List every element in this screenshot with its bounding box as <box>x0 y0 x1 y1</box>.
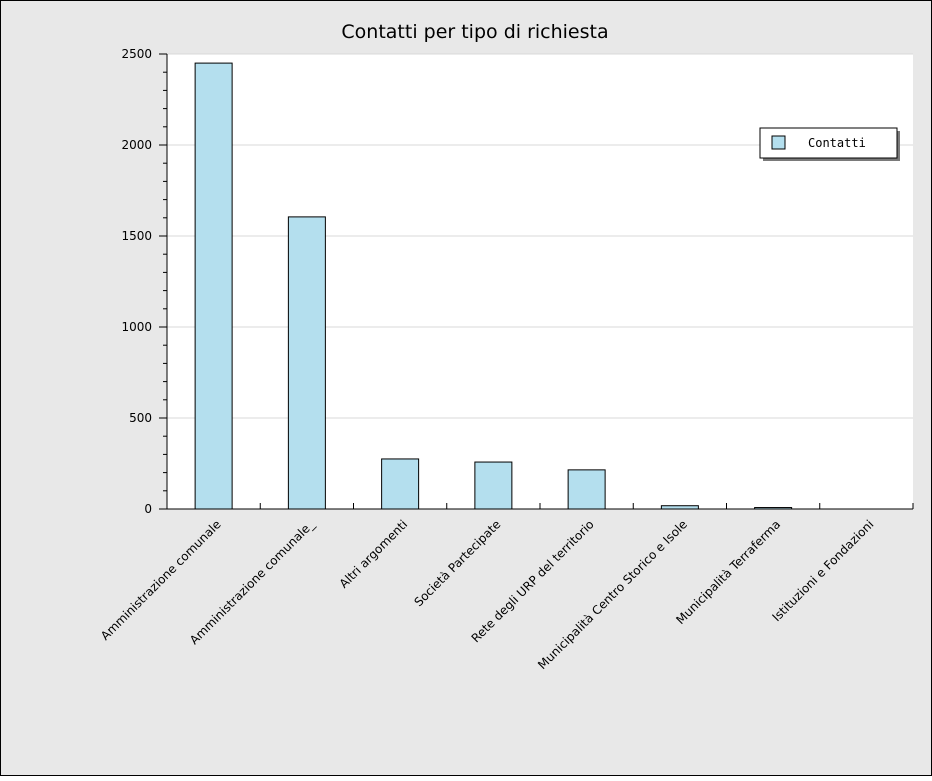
y-tick-label: 1000 <box>121 320 152 334</box>
bar <box>474 461 513 510</box>
bar <box>194 62 233 510</box>
bar <box>287 216 326 510</box>
plot-area <box>167 54 913 509</box>
chart-title: Contatti per tipo di richiesta <box>341 21 608 43</box>
bar <box>567 469 606 510</box>
legend-label-contatti: Contatti <box>808 136 866 150</box>
y-tick-label: 1500 <box>121 229 152 243</box>
y-tick-label: 2000 <box>121 138 152 152</box>
y-tick-label: 500 <box>129 411 152 425</box>
y-tick-label: 0 <box>144 502 152 516</box>
legend: Contatti <box>759 127 900 161</box>
y-axis: 0 500 1000 1500 2000 2500 <box>121 47 168 516</box>
y-tick-label: 2500 <box>121 47 152 61</box>
legend-swatch-contatti <box>771 135 786 150</box>
bars <box>194 62 793 510</box>
bar <box>381 458 420 510</box>
